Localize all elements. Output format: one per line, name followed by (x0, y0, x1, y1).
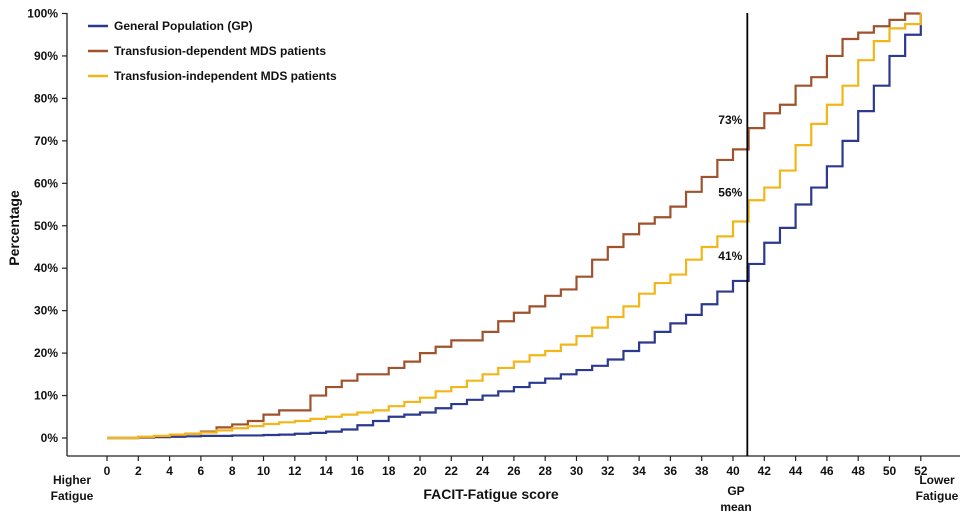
x-tick-label: 10 (257, 464, 271, 478)
x-tick-label: 36 (664, 464, 678, 478)
x-tick-label: 16 (351, 464, 365, 478)
annotation-label: 41% (718, 249, 742, 263)
labels-layer: Percentage FACIT-Fatigue score Higher Fa… (6, 190, 959, 514)
annotation-label: 73% (718, 113, 742, 127)
annotation-label: 56% (718, 185, 742, 199)
annotation-layer: 73% 56% 41% (718, 113, 742, 263)
x-tick-label: 52 (914, 464, 928, 478)
x-tick-label: 34 (632, 464, 646, 478)
x-tick-label: 30 (570, 464, 584, 478)
reference-line-label-line1: GP (727, 484, 744, 498)
y-tick-label: 60% (34, 176, 58, 190)
x-tick-label: 26 (507, 464, 521, 478)
x-tick-label: 2 (135, 464, 142, 478)
series-line-0 (107, 12, 922, 440)
x-tick-label: 12 (288, 464, 302, 478)
series-line-1 (107, 12, 921, 440)
y-tick-label: 90% (34, 49, 58, 63)
y-tick-label: 100% (27, 7, 58, 21)
y-tick-label: 10% (34, 389, 58, 403)
legend-label: Transfusion-dependent MDS patients (114, 44, 326, 58)
series-layer (107, 12, 922, 440)
x-tick-label: 44 (789, 464, 803, 478)
x-tick-label: 20 (413, 464, 427, 478)
y-tick-label: 20% (34, 346, 58, 360)
x-tick-label: 0 (104, 464, 111, 478)
y-axis-title: Percentage (6, 190, 22, 266)
x-tick-label: 18 (382, 464, 396, 478)
x-tick-label: 28 (539, 464, 553, 478)
y-tick-label: 80% (34, 91, 58, 105)
x-tick-label: 6 (198, 464, 205, 478)
left-end-label-line1: Higher (53, 473, 91, 487)
right-end-label-line2: Fatigue (916, 489, 959, 503)
x-tick-label: 14 (319, 464, 333, 478)
x-tick-label: 40 (726, 464, 740, 478)
x-tick-label: 50 (883, 464, 897, 478)
reference-line-label-line2: mean (720, 500, 751, 514)
x-tick-label: 42 (758, 464, 772, 478)
series-line-2 (107, 12, 922, 440)
legend: General Population (GP) Transfusion-depen… (88, 19, 337, 83)
x-axis-title: FACIT-Fatigue score (423, 486, 559, 502)
x-tick-label: 22 (445, 464, 459, 478)
x-tick-label: 4 (166, 464, 173, 478)
y-tick-label: 30% (34, 304, 58, 318)
legend-label: Transfusion-independent MDS patients (114, 69, 337, 83)
y-tick-label: 40% (34, 261, 58, 275)
y-tick-label: 70% (34, 134, 58, 148)
x-tick-label: 48 (852, 464, 866, 478)
x-axis: 0 2 4 6 8 10 12 14 16 18 20 22 24 26 28 30 32 34 36 38 40 42 4… (67, 455, 960, 478)
left-end-label-line2: Fatigue (51, 489, 94, 503)
right-end-label-line1: Lower (919, 473, 955, 487)
x-tick-label: 8 (229, 464, 236, 478)
y-tick-label: 0% (41, 431, 59, 445)
x-tick-label: 46 (820, 464, 834, 478)
legend-label: General Population (GP) (114, 19, 253, 33)
x-tick-label: 32 (601, 464, 615, 478)
x-tick-label: 24 (476, 464, 490, 478)
x-tick-label: 38 (695, 464, 709, 478)
y-tick-label: 50% (34, 219, 58, 233)
y-axis: 0% 10% 20% 30% 40% 50% 60% 70% 80% 90% 100% (27, 7, 68, 456)
